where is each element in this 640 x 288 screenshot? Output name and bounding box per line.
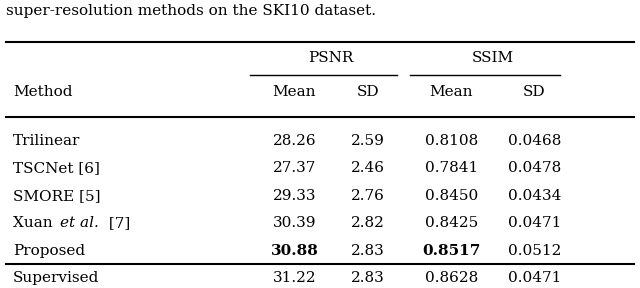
- Text: 0.0471: 0.0471: [508, 216, 561, 230]
- Text: TSCNet [6]: TSCNet [6]: [13, 162, 100, 175]
- Text: 2.83: 2.83: [351, 244, 385, 257]
- Text: 29.33: 29.33: [273, 189, 316, 203]
- Text: 0.8628: 0.8628: [424, 271, 478, 285]
- Text: 0.0478: 0.0478: [508, 162, 561, 175]
- Text: 0.8517: 0.8517: [422, 244, 481, 257]
- Text: 0.0512: 0.0512: [508, 244, 561, 257]
- Text: PSNR: PSNR: [308, 51, 354, 65]
- Text: Supervised: Supervised: [13, 271, 99, 285]
- Text: Trilinear: Trilinear: [13, 134, 80, 148]
- Text: et al.: et al.: [60, 216, 99, 230]
- Text: 0.8425: 0.8425: [424, 216, 478, 230]
- Text: Proposed: Proposed: [13, 244, 85, 257]
- Text: 2.76: 2.76: [351, 189, 385, 203]
- Text: 2.83: 2.83: [351, 271, 385, 285]
- Text: [7]: [7]: [104, 216, 131, 230]
- Text: Xuan: Xuan: [13, 216, 58, 230]
- Text: 0.8450: 0.8450: [424, 189, 478, 203]
- Text: super-resolution methods on the SKI10 dataset.: super-resolution methods on the SKI10 da…: [6, 4, 376, 18]
- Text: 27.37: 27.37: [273, 162, 316, 175]
- Text: 30.88: 30.88: [271, 244, 318, 257]
- Text: 2.46: 2.46: [351, 162, 385, 175]
- Text: Method: Method: [13, 85, 72, 99]
- Text: 31.22: 31.22: [273, 271, 316, 285]
- Text: 30.39: 30.39: [273, 216, 316, 230]
- Text: SMORE [5]: SMORE [5]: [13, 189, 100, 203]
- Text: 0.0468: 0.0468: [508, 134, 561, 148]
- Text: Mean: Mean: [429, 85, 473, 99]
- Text: SSIM: SSIM: [472, 51, 514, 65]
- Text: SD: SD: [356, 85, 380, 99]
- Text: SD: SD: [523, 85, 546, 99]
- Text: 2.82: 2.82: [351, 216, 385, 230]
- Text: 0.8108: 0.8108: [424, 134, 478, 148]
- Text: Mean: Mean: [273, 85, 316, 99]
- Text: 28.26: 28.26: [273, 134, 316, 148]
- Text: 0.0434: 0.0434: [508, 189, 561, 203]
- Text: 0.0471: 0.0471: [508, 271, 561, 285]
- Text: 0.7841: 0.7841: [424, 162, 478, 175]
- Text: 2.59: 2.59: [351, 134, 385, 148]
